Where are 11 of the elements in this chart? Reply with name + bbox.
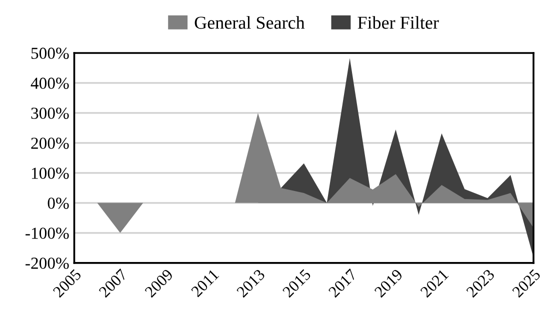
y-tick-label: -200% [26,258,69,269]
legend-label: General Search [194,16,305,29]
y-tick-label: 300% [31,108,69,119]
y-tick-label: 0% [48,198,69,209]
x-tick-label: 2011 [190,268,220,298]
y-tick-label: 500% [31,48,69,59]
y-tick-label: 400% [30,78,69,89]
y-tick-label: 100% [32,168,69,179]
y-tick-label: 200% [31,138,69,149]
y-tick-label: -100% [26,228,69,239]
legend-label: Fiber Filter [358,16,439,29]
